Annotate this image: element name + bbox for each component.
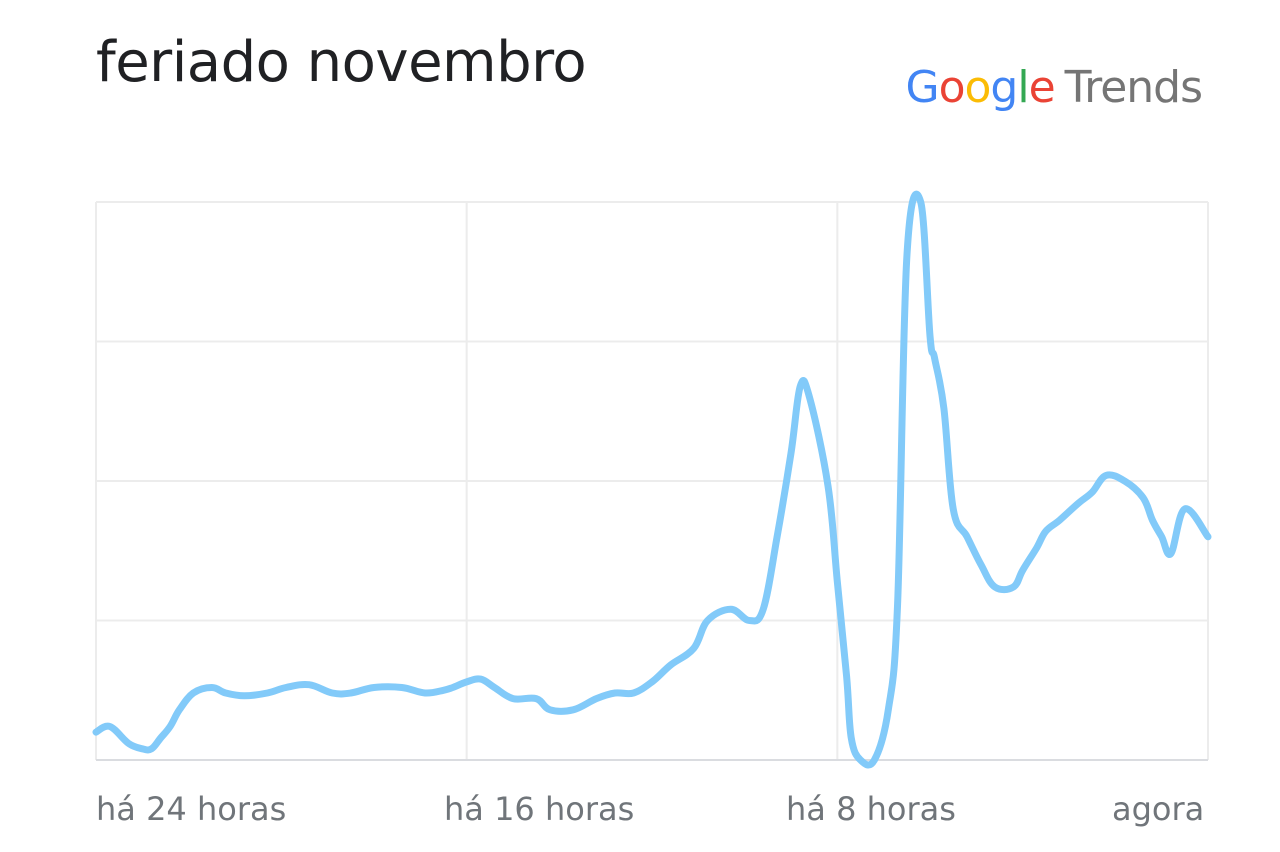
x-tick-label: agora <box>1112 790 1205 828</box>
google-trends-logo: Google Trends <box>905 62 1203 113</box>
chart-title: feriado novembro <box>96 30 587 95</box>
google-letter-l: l <box>1017 62 1029 113</box>
google-wordmark: Google <box>905 62 1056 113</box>
trends-wordmark: Trends <box>1064 62 1203 113</box>
google-letter-g2: g <box>990 62 1018 113</box>
series-line <box>92 190 1212 769</box>
x-tick-label: há 8 horas <box>786 790 956 828</box>
x-tick-label: há 24 horas <box>96 790 287 828</box>
google-letter-g: G <box>905 62 939 113</box>
chart-gridlines <box>95 201 1209 761</box>
chart-series <box>92 190 1212 769</box>
google-letter-o2: o <box>964 62 991 113</box>
google-letter-o1: o <box>938 62 966 113</box>
google-letter-e: e <box>1028 62 1056 113</box>
x-tick-label: há 16 horas <box>444 790 635 828</box>
